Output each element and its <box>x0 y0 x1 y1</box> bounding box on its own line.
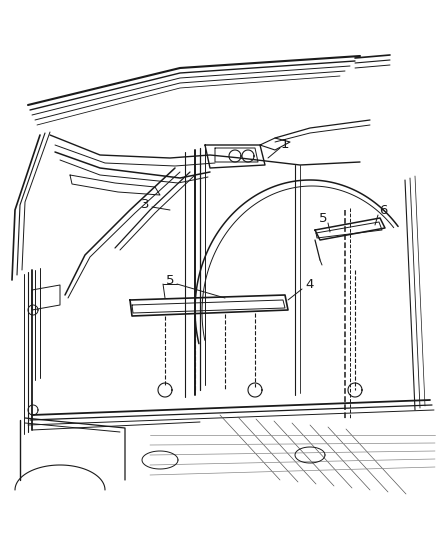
Text: 4: 4 <box>306 279 314 292</box>
Text: 3: 3 <box>141 198 149 212</box>
Text: 5: 5 <box>319 212 327 224</box>
Text: 5: 5 <box>166 273 174 287</box>
Text: 6: 6 <box>379 204 387 216</box>
Text: 1: 1 <box>281 139 289 151</box>
